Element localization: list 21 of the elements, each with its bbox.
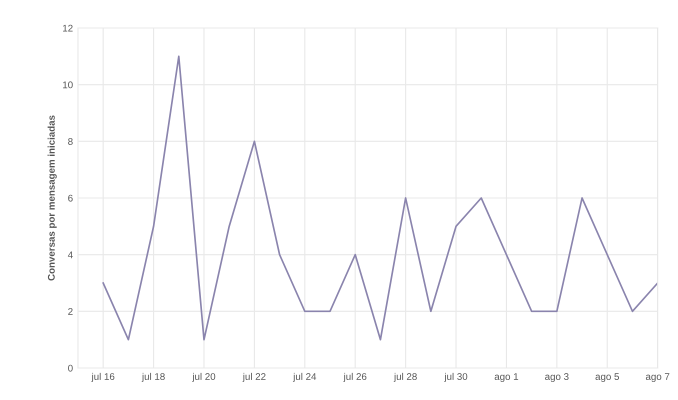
x-tick-label: ago 1: [494, 373, 518, 382]
y-tick-label: 10: [63, 81, 73, 88]
y-tick-label: 8: [68, 138, 73, 145]
line-series: [102, 56, 658, 340]
x-tick-label: ago 3: [545, 373, 569, 382]
x-tick-label: jul 22: [242, 372, 266, 382]
x-tick-label: ago 7: [646, 373, 670, 382]
y-tick-label: 0: [68, 364, 73, 372]
y-tick-label: 12: [63, 24, 73, 32]
x-tick-label: jul 30: [444, 372, 468, 382]
x-tick-label: jul 24: [292, 372, 316, 382]
x-tick-label: jul 20: [192, 372, 216, 382]
y-tick-label: 2: [68, 308, 73, 315]
x-tick-label: jul 16: [91, 372, 114, 382]
y-axis-title: Conversas por mensagem iniciadas: [48, 115, 57, 281]
x-tick-label: jul 18: [142, 372, 165, 382]
y-tick-label: 4: [68, 252, 73, 258]
x-tick-label: ago 5: [596, 373, 620, 382]
x-tick-label: jul 26: [343, 372, 366, 382]
x-tick-label: jul 28: [394, 372, 417, 382]
y-tick-label: 6: [68, 194, 73, 202]
